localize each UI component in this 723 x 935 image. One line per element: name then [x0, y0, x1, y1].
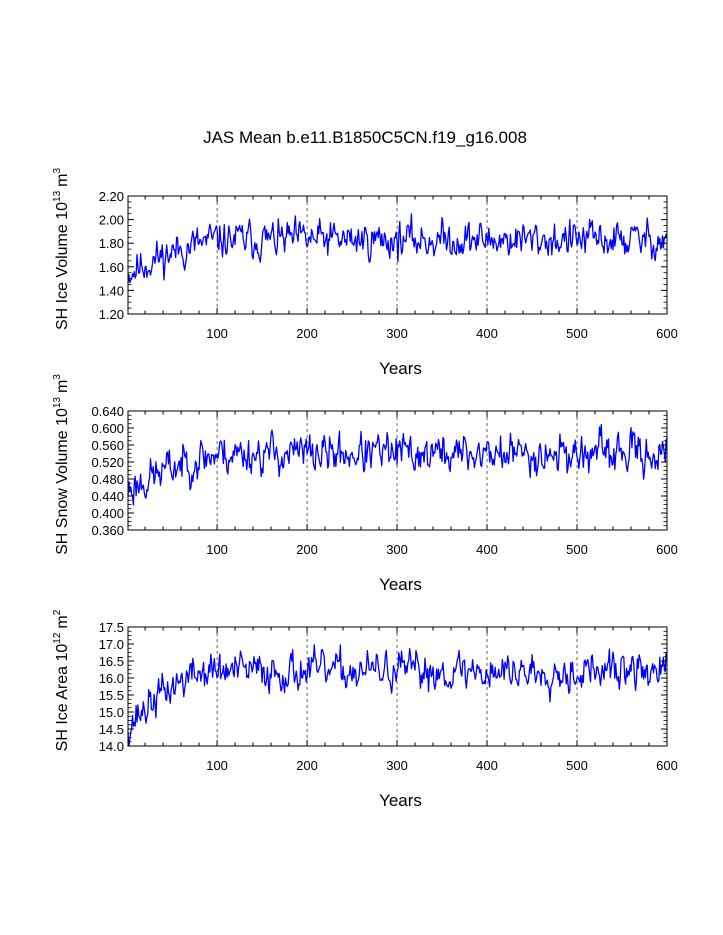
- x-tick-label: 400: [476, 326, 498, 341]
- x-axis-label: Years: [379, 575, 422, 594]
- x-tick-label: 300: [386, 758, 408, 773]
- y-tick-label: 0.560: [91, 438, 124, 453]
- x-axis-label: Years: [379, 359, 422, 378]
- y-axis-label-text: SH Snow Volume 10: [54, 408, 71, 555]
- y-tick-label: 1.20: [99, 307, 124, 322]
- y-axis-label-unit-exponent: 3: [52, 374, 63, 380]
- series-line: [127, 213, 668, 284]
- x-tick-label: 600: [656, 326, 678, 341]
- y-tick-label: 0.360: [91, 523, 124, 538]
- y-axis-label-unit: m: [54, 615, 71, 628]
- series-line: [127, 423, 668, 506]
- y-tick-label: 0.600: [91, 421, 124, 436]
- y-tick-label: 0.400: [91, 506, 124, 521]
- y-axis-label-unit-exponent: 3: [52, 168, 63, 174]
- y-axis-label-unit: m: [54, 174, 71, 187]
- x-tick-label: 100: [206, 326, 228, 341]
- panel-1: 100 200 300 400 500 600 1.20 1.40 1.60 1.80 2.00 2.…: [52, 168, 678, 378]
- y-tick-label: 17.0: [99, 637, 124, 652]
- x-tick-label: 100: [206, 542, 228, 557]
- x-tick-label: 400: [476, 758, 498, 773]
- x-tick-label: 500: [566, 758, 588, 773]
- y-tick-label: 16.5: [99, 654, 124, 669]
- y-tick-label: 2.20: [99, 189, 124, 204]
- y-tick-label: 0.640: [91, 404, 124, 419]
- axes-frame: [127, 410, 668, 531]
- y-axis-label-exponent: 13: [52, 397, 63, 409]
- x-tick-label: 400: [476, 542, 498, 557]
- panel-2: 100 200 300 400 500 600 0.360 0.400 0.440 0.480 0.…: [52, 374, 678, 594]
- y-axis-label-exponent: 12: [52, 632, 63, 644]
- y-tick-label: 1.60: [99, 260, 124, 275]
- x-tick-label: 600: [656, 542, 678, 557]
- x-tick-label: 100: [206, 758, 228, 773]
- y-axis-label: SH Snow Volume 1013 m3: [52, 374, 71, 555]
- y-axis-label: SH Ice Area 1012 m2: [52, 609, 71, 751]
- axes-frame: [127, 626, 668, 747]
- y-tick-label: 14.5: [99, 722, 124, 737]
- y-axis-label-unit-exponent: 2: [52, 609, 63, 615]
- x-tick-label: 300: [386, 542, 408, 557]
- y-axis-label-text: SH Ice Volume 10: [54, 202, 71, 330]
- y-tick-label: 16.0: [99, 671, 124, 686]
- x-axis-label: Years: [379, 791, 422, 810]
- x-tick-label: 300: [386, 326, 408, 341]
- y-tick-label: 15.5: [99, 688, 124, 703]
- y-tick-label: 15.0: [99, 705, 124, 720]
- y-axis-label-unit: m: [54, 380, 71, 393]
- y-tick-label: 14.0: [99, 739, 124, 754]
- y-tick-label: 1.40: [99, 283, 124, 298]
- x-tick-label: 200: [296, 326, 318, 341]
- y-tick-label: 17.5: [99, 620, 124, 635]
- x-tick-label: 200: [296, 542, 318, 557]
- y-axis-label: SH Ice Volume 1013 m3: [52, 168, 71, 331]
- x-tick-label: 600: [656, 758, 678, 773]
- panel-3: 100 200 300 400 500 600 14.0 14.5 15.0 15.5 16.0 16…: [52, 609, 678, 810]
- panels: 100 200 300 400 500 600 1.20 1.40 1.60 1.80 2.00 2.…: [52, 168, 678, 810]
- x-tick-label: 500: [566, 326, 588, 341]
- y-tick-label: 2.00: [99, 213, 124, 228]
- y-tick-label: 1.80: [99, 236, 124, 251]
- x-tick-label: 500: [566, 542, 588, 557]
- y-axis-label-exponent: 13: [52, 190, 63, 202]
- x-tick-label: 200: [296, 758, 318, 773]
- series-line: [127, 644, 668, 747]
- y-tick-label: 0.480: [91, 472, 124, 487]
- y-tick-label: 0.440: [91, 489, 124, 504]
- y-axis-label-text: SH Ice Area 10: [54, 644, 71, 752]
- y-tick-label: 0.520: [91, 455, 124, 470]
- figure-title: JAS Mean b.e11.B1850C5CN.f19_g16.008: [203, 128, 527, 147]
